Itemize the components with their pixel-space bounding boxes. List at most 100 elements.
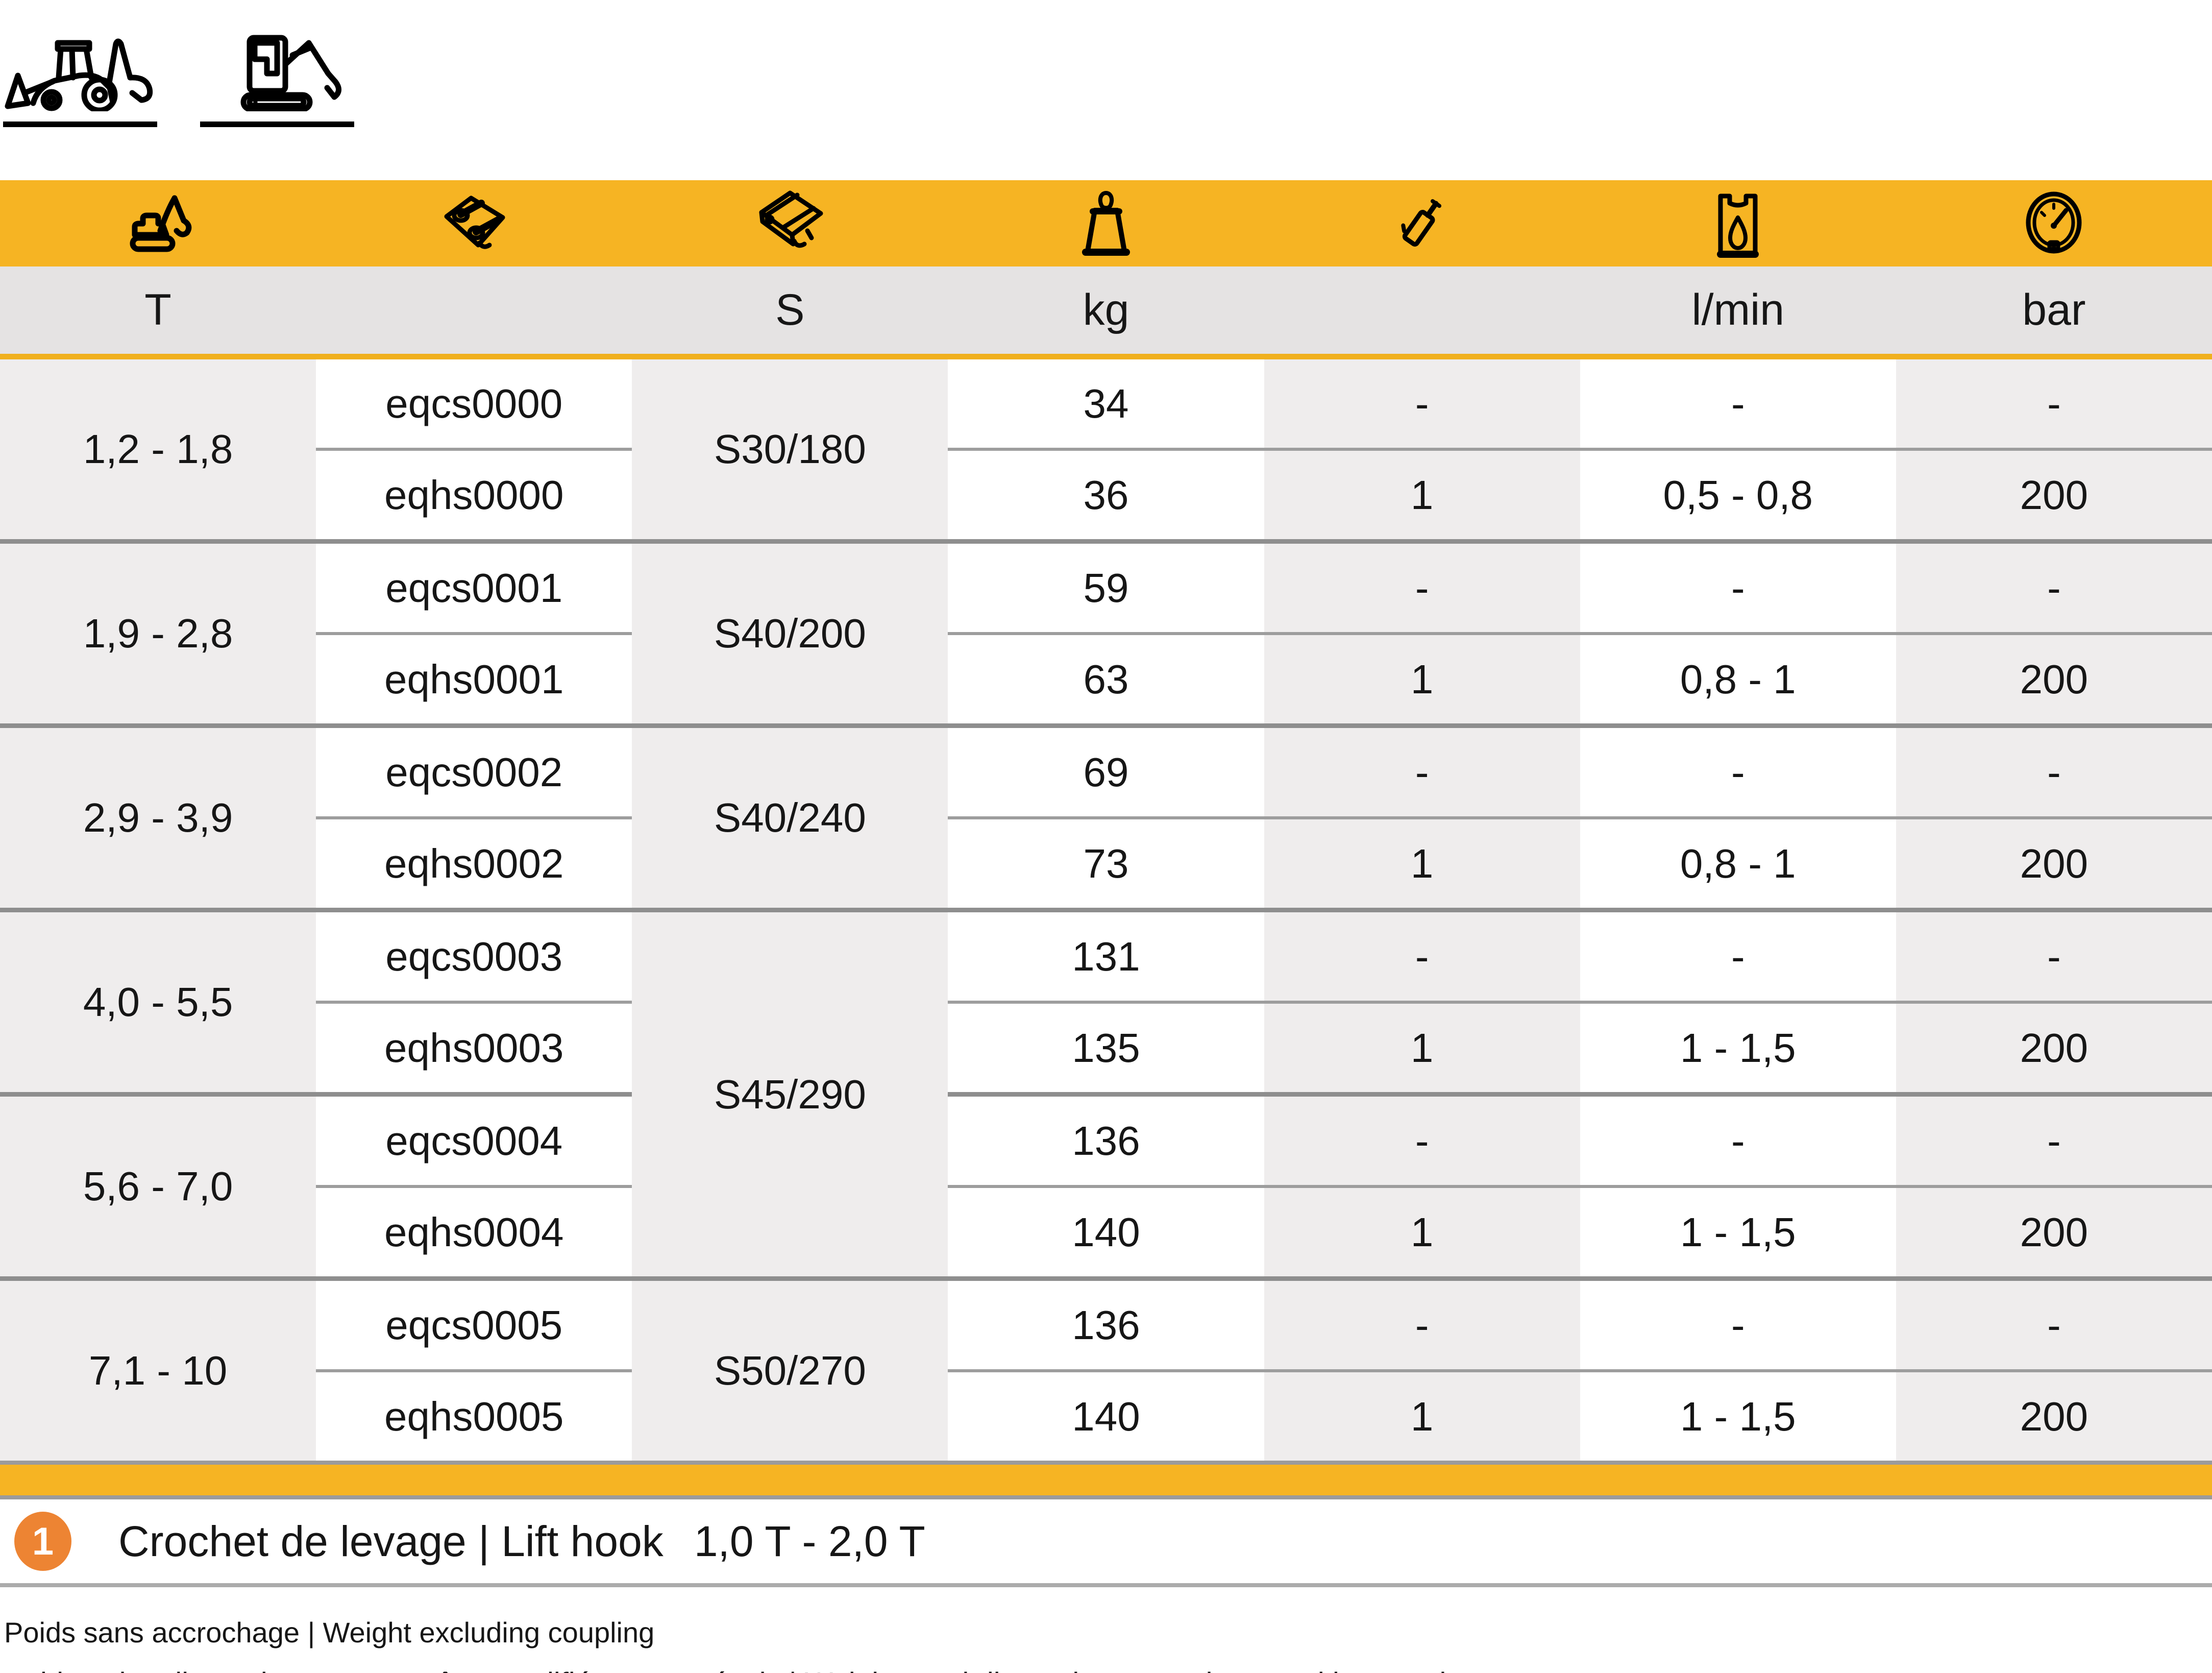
table-bottom-band — [0, 1465, 2212, 1495]
table-unit-header: T S kg l/min bar — [0, 266, 2212, 354]
unit-t: T — [144, 285, 171, 334]
cell-cyl-qty: 1 — [1264, 632, 1580, 726]
cell-oil-flow: - — [1580, 1092, 1896, 1186]
cell-pressure: - — [1896, 1276, 2212, 1371]
table-row: eqhs0000 36 1 0,5 - 0,8 200 — [0, 448, 2212, 542]
cell-oil-flow: - — [1731, 380, 1745, 426]
cell-cyl-qty: - — [1264, 723, 1580, 818]
cell-cyl-qty: - — [1264, 359, 1580, 449]
cell-kg: 140 — [948, 1369, 1264, 1461]
cell-oil-flow: - — [1580, 723, 1896, 818]
header-rule — [0, 354, 2212, 359]
cell-s: S50/270 — [632, 1276, 948, 1461]
cell-cyl-qty: - — [1264, 908, 1580, 1002]
cell-cyl-qty: 1 — [1264, 1185, 1580, 1279]
unit-lmin: l/min — [1691, 285, 1785, 334]
adapter-plate-icon — [759, 190, 823, 248]
table-icon-header — [0, 180, 2212, 266]
cell-t: 1,9 - 2,8 — [0, 539, 316, 726]
table-row: 1,2 - 1,8 eqcs0000 S30/180 34 - - - — [0, 359, 2212, 542]
cell-cyl-qty: 1 — [1264, 1369, 1580, 1461]
cell-t: 1,2 - 1,8 — [0, 359, 316, 542]
cell-kg: 136 — [948, 1092, 1264, 1186]
spec-table: T S kg l/min bar 1,2 - 1,8 eqcs0000 S30/… — [0, 180, 2212, 1673]
cell-cyl-qty: - — [1264, 1092, 1580, 1186]
cell-s: S45/290 — [632, 908, 948, 1279]
cell-kg: 73 — [948, 816, 1264, 910]
cell-code: eqhs0004 — [316, 1185, 632, 1279]
cell-kg: 36 — [948, 448, 1264, 542]
oil-flow-icon — [1717, 193, 1759, 258]
table-row: eqhs0001 63 1 0,8 - 1 200 — [0, 632, 2212, 726]
cell-oil-flow: 1 - 1,5 — [1580, 1001, 1896, 1095]
cell-pressure: 200 — [1896, 816, 2212, 910]
cell-pressure: 200 — [1896, 1001, 2212, 1095]
weight-icon — [1082, 190, 1130, 256]
cell-oil-flow: 0,8 - 1 — [1580, 632, 1896, 726]
cell-code: eqcs0001 — [316, 539, 632, 634]
cell-code: eqhs0003 — [316, 1001, 632, 1095]
cell-cyl-qty: - — [1264, 539, 1580, 634]
cell-oil-flow: - — [1580, 539, 1896, 634]
table-bottom-rule — [0, 1461, 2212, 1465]
table-row: 4,0 - 5,5 eqcs0003 S45/290 131 - - - — [0, 908, 2212, 1279]
cell-cyl-qty: 1 — [1264, 816, 1580, 910]
cell-kg: 131 — [948, 908, 1264, 1002]
cell-s: S30/180 — [632, 359, 948, 542]
note-range: 1,0 T - 2,0 T — [694, 1517, 925, 1565]
cell-code: eqcs0003 — [316, 908, 632, 1002]
machine-type-tabs — [3, 31, 354, 127]
cell-code: eqhs0002 — [316, 816, 632, 910]
cell-pressure: 200 — [1896, 448, 2212, 542]
cell-oil-flow: 0,5 - 0,8 — [1580, 448, 1896, 542]
footnotes: Poids sans accrochage | Weight excluding… — [0, 1616, 2212, 1673]
cell-s: S40/240 — [632, 723, 948, 910]
note-rule — [0, 1583, 2212, 1587]
cell-kg: 136 — [948, 1276, 1264, 1371]
cell-cyl-qty: - — [1264, 1276, 1580, 1371]
cell-code: eqhs0000 — [316, 448, 632, 542]
excavator-icon — [130, 195, 191, 252]
lift-hook-note: 1 Crochet de levage | Lift hook 1,0 T - … — [0, 1499, 2212, 1583]
cell-t: 7,1 - 10 — [0, 1276, 316, 1461]
pressure-gauge-icon — [2026, 191, 2082, 253]
cell-code: eqcs0005 — [316, 1276, 632, 1371]
cell-code: eqcs0002 — [316, 723, 632, 818]
tab-underline — [3, 122, 157, 127]
cell-code: eqcs0000 — [385, 380, 563, 426]
tab-mini-excavator — [200, 31, 354, 127]
unit-s: S — [775, 285, 805, 334]
cell-pressure: - — [1896, 359, 2212, 449]
table-row: 2,9 - 3,9 eqcs0002 S40/240 69 - - - — [0, 723, 2212, 910]
table-row: eqhs0002 73 1 0,8 - 1 200 — [0, 816, 2212, 910]
cell-s: S40/200 — [632, 539, 948, 726]
note-number-badge: 1 — [14, 1512, 71, 1571]
table-row: 5,6 - 7,0 eqcs0004 136 - - - — [0, 1092, 2212, 1279]
table-row: eqhs0005 140 1 1 - 1,5 200 — [0, 1369, 2212, 1461]
cell-t: 2,9 - 3,9 — [0, 723, 316, 910]
footnote-weight: Poids sans accrochage | Weight excluding… — [4, 1616, 655, 1648]
tab-backhoe-loader — [3, 31, 157, 127]
table-row: 7,1 - 10 eqcs0005 S50/270 136 - - - — [0, 1276, 2212, 1461]
cell-kg: 59 — [948, 539, 1264, 634]
cell-oil-flow: 1 - 1,5 — [1580, 1185, 1896, 1279]
tab-underline — [200, 122, 354, 127]
unit-kg: kg — [1083, 285, 1129, 334]
table-row: eqhs0003 135 1 1 - 1,5 200 — [0, 1001, 2212, 1095]
cell-code: eqhs0005 — [316, 1369, 632, 1461]
table-row: 1,9 - 2,8 eqcs0001 S40/200 59 - - - — [0, 539, 2212, 726]
cell-pressure: 200 — [1896, 1185, 2212, 1279]
cell-pressure: - — [1896, 539, 2212, 634]
cell-kg: 34 — [1083, 380, 1129, 426]
cell-cyl-qty: 1 — [1264, 1001, 1580, 1095]
cell-cyl-qty: 1 — [1264, 448, 1580, 542]
footnote-disclaimer: Poids et les dimensions peuvent être mod… — [4, 1666, 2212, 1673]
backhoe-loader-icon — [5, 38, 153, 111]
cell-oil-flow: 1 - 1,5 — [1580, 1369, 1896, 1461]
cell-kg: 69 — [948, 723, 1264, 818]
hydraulic-cylinder-icon — [1401, 199, 1442, 247]
table-row: eqhs0004 140 1 1 - 1,5 200 — [0, 1185, 2212, 1279]
cell-pressure: 200 — [1896, 1369, 2212, 1461]
spec-data-table: 1,2 - 1,8 eqcs0000 S30/180 34 - - - eqhs… — [0, 359, 2212, 1461]
